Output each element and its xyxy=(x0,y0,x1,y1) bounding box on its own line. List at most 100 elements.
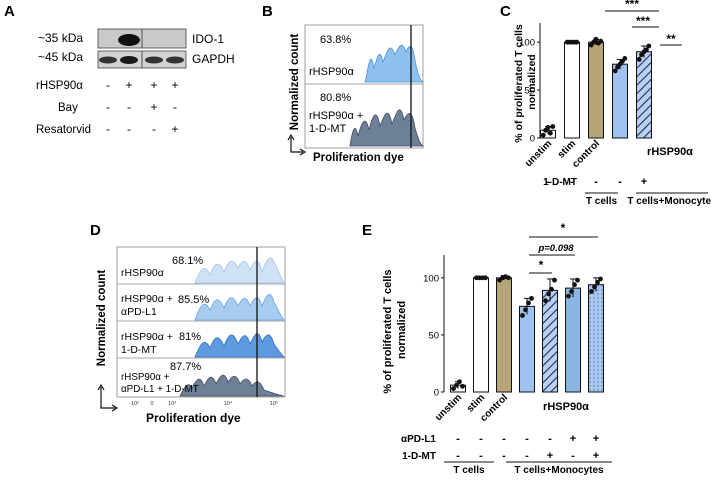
chart-e-conditions: - - - - - - - - - + + - + + αPD-L1 1-D-MT T cells T cells… xyxy=(401,433,612,476)
panel-b: B Normalized count 63.8% rHSP90α 80.8% r… xyxy=(262,3,425,164)
band-ido1: IDO-1 xyxy=(192,32,224,46)
chart-e-ylabel-l2: normalized xyxy=(396,301,408,359)
track-label: 1-D-MT xyxy=(121,344,157,356)
y-tick-label: 100 xyxy=(423,273,439,284)
data-point xyxy=(549,286,554,292)
group-label: T cells+Monocytes xyxy=(627,196,711,207)
condition-sign: - xyxy=(525,450,529,462)
data-point xyxy=(592,284,597,290)
histogram-d-3 xyxy=(194,333,285,358)
data-point xyxy=(529,295,534,301)
bar xyxy=(612,63,628,139)
y-tick-label: 50 xyxy=(428,330,439,341)
row-label-bay: Bay xyxy=(58,102,78,114)
sign: + xyxy=(125,78,132,92)
pct-d-4: 87.7% xyxy=(170,361,201,373)
data-point xyxy=(622,56,628,61)
sign: + xyxy=(171,122,178,136)
sign: - xyxy=(127,122,131,136)
data-point xyxy=(574,39,580,45)
data-point xyxy=(454,382,459,388)
data-point xyxy=(506,275,511,281)
panel-b-xlabel: Proliferation dye xyxy=(313,152,404,164)
condition-sign: - xyxy=(548,433,552,445)
sign: - xyxy=(127,100,131,114)
condition-sign: - xyxy=(571,450,575,462)
bar xyxy=(636,51,652,139)
condition-sign: - xyxy=(456,433,460,445)
data-point xyxy=(589,289,594,294)
data-point xyxy=(483,275,488,281)
data-point xyxy=(550,124,556,129)
ido1-band xyxy=(118,34,140,46)
group-label-rhsp90: rHSP90α xyxy=(543,401,589,413)
chart-c-significance: *** *** ** xyxy=(605,0,682,46)
track-label: rHSP90α + xyxy=(309,110,363,122)
sign: - xyxy=(106,78,110,92)
condition-sign: - xyxy=(502,450,506,462)
track-label: rHSP90α + xyxy=(121,293,173,305)
group-label: T cells xyxy=(453,465,485,476)
panel-e-label: E xyxy=(362,222,372,239)
marker-35kda: ~35 kDa xyxy=(38,31,83,45)
data-point xyxy=(644,47,649,53)
track-d-3: rHSP90α + 1-D-MT xyxy=(121,331,176,356)
condition-sign: - xyxy=(618,176,622,188)
data-point xyxy=(457,379,462,385)
track-rhsp90-1dmt: rHSP90α + 1-D-MT xyxy=(309,110,366,135)
condition-sign: + xyxy=(547,450,553,462)
axis-arrows xyxy=(290,137,303,153)
pct-d-2: 85.5% xyxy=(178,294,209,306)
condition-sign: - xyxy=(456,450,460,462)
chart-c-ylabel-l2: normalized xyxy=(526,54,538,109)
sig-c-2: *** xyxy=(636,14,650,28)
data-point xyxy=(548,130,553,136)
histogram-frame xyxy=(304,24,424,149)
condition-sign: - xyxy=(594,176,598,188)
sign: + xyxy=(150,78,157,92)
sig-e-2: p=0.098 xyxy=(537,243,574,254)
tick: 10⁴ xyxy=(224,400,233,407)
data-point xyxy=(566,293,571,299)
pct-rhsp90: 63.8% xyxy=(320,34,351,46)
panel-b-ylabel: Normalized count xyxy=(289,34,301,131)
panel-e: E % of proliferated T cells normalized 0… xyxy=(362,221,612,476)
panel-d: D Normalized count 68.1% rHSP90α 85.5% r… xyxy=(90,222,286,425)
condition-sign: - xyxy=(546,176,550,188)
data-point xyxy=(543,298,548,304)
condition-sign: + xyxy=(570,433,576,445)
condition-label: αPD-L1 xyxy=(401,434,436,445)
track-d-1: rHSP90α xyxy=(121,267,164,279)
data-point xyxy=(552,277,557,283)
data-point xyxy=(460,383,465,389)
bar xyxy=(588,41,604,139)
histogram-d-2 xyxy=(194,294,285,321)
data-point xyxy=(546,291,551,297)
sign: - xyxy=(106,122,110,136)
histogram-rhsp90 xyxy=(364,44,425,83)
axis-arrows-d xyxy=(100,387,115,409)
data-point xyxy=(612,68,618,74)
sig-c-3: ** xyxy=(666,32,676,46)
data-point xyxy=(451,386,456,391)
sig-e-1: * xyxy=(561,221,566,235)
data-point xyxy=(545,125,551,130)
pct-d-3: 81% xyxy=(179,331,201,343)
category-label: control xyxy=(570,138,602,170)
data-point xyxy=(646,43,652,49)
condition-sign: + xyxy=(641,176,647,188)
panel-d-ticks: -10³ 0 10³ 10⁴ 10⁵ xyxy=(129,400,278,407)
data-point xyxy=(593,36,599,42)
bar xyxy=(564,41,580,139)
panel-a-label: A xyxy=(4,3,15,20)
data-point xyxy=(636,57,642,62)
track-rhsp90: rHSP90α xyxy=(309,66,355,78)
track-label: rHSP90α + xyxy=(121,331,173,343)
histogram-frame-d xyxy=(116,246,286,398)
sign: + xyxy=(150,100,157,114)
bar xyxy=(565,287,581,393)
data-point xyxy=(523,307,528,313)
histogram-d-4 xyxy=(179,374,285,397)
data-point xyxy=(598,276,603,282)
